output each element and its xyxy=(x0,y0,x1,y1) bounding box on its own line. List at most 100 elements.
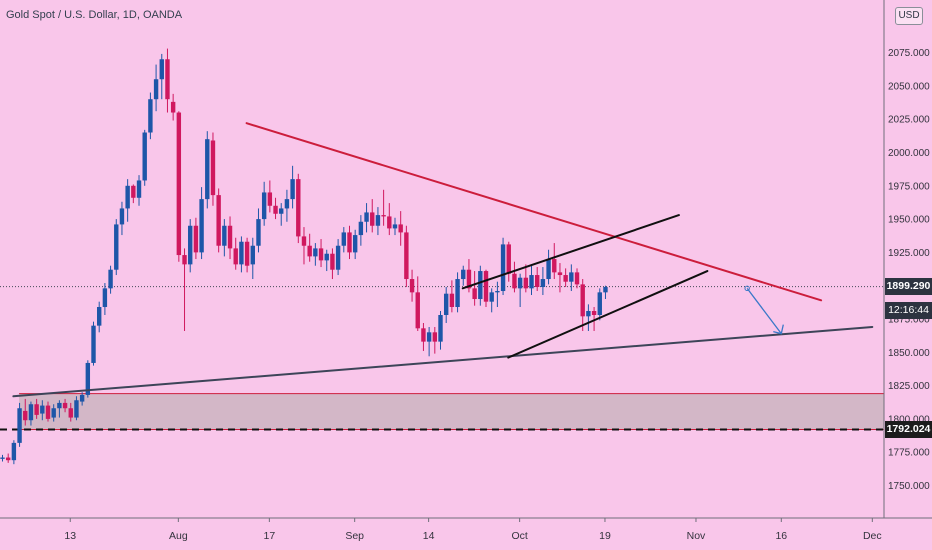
price-tick-label: 1750.000 xyxy=(888,481,930,492)
candle xyxy=(603,285,608,300)
candle-body xyxy=(153,79,159,100)
candle-body xyxy=(318,248,324,261)
candle-body xyxy=(17,408,22,443)
candle xyxy=(552,243,557,280)
candle-body xyxy=(279,208,284,214)
candle xyxy=(506,241,511,282)
candle xyxy=(284,189,290,222)
candle xyxy=(199,187,204,260)
current-price-label: 1899.290 xyxy=(885,278,932,295)
candle-body xyxy=(443,293,449,315)
candle-body xyxy=(523,277,529,289)
candle-body xyxy=(552,259,557,273)
candle-body xyxy=(188,225,193,265)
candle xyxy=(341,227,346,253)
candle-body xyxy=(233,248,238,265)
candle xyxy=(159,53,164,100)
candle-body xyxy=(290,179,295,200)
candle xyxy=(461,265,466,286)
candle xyxy=(449,280,455,313)
candle-body xyxy=(364,212,369,222)
candle-body xyxy=(603,287,608,293)
candle xyxy=(210,132,216,206)
time-tick-label: Nov xyxy=(687,530,706,542)
candle-body xyxy=(261,192,267,220)
candle-body xyxy=(500,244,506,292)
time-tick-label: 16 xyxy=(775,530,787,542)
candle xyxy=(68,402,73,422)
candle xyxy=(296,173,301,244)
candle-body xyxy=(517,277,523,289)
candle-body xyxy=(409,279,415,293)
candle xyxy=(188,219,193,273)
candle xyxy=(108,265,113,294)
time-tick-label: Oct xyxy=(511,530,527,542)
candle xyxy=(250,237,255,280)
candle xyxy=(301,227,307,265)
candle-body xyxy=(170,101,176,113)
candle-countdown-label: 12:16:44 xyxy=(885,302,932,319)
candle xyxy=(79,392,85,406)
candle-body xyxy=(182,255,187,265)
candle-body xyxy=(370,212,375,226)
candle-body xyxy=(193,225,199,253)
candle-body xyxy=(205,139,210,200)
candle-body xyxy=(45,405,51,419)
candle xyxy=(392,217,398,236)
candle-body xyxy=(165,59,170,100)
candle-body xyxy=(256,219,261,246)
candle xyxy=(290,165,295,209)
time-tick-label: 19 xyxy=(599,530,611,542)
candle xyxy=(136,175,142,206)
candle-body xyxy=(74,400,79,418)
candle-body xyxy=(244,241,250,266)
candle xyxy=(535,267,540,292)
candle-body xyxy=(136,180,142,198)
time-tick-label: 14 xyxy=(423,530,435,542)
candle xyxy=(546,249,551,285)
candle-body xyxy=(307,245,312,257)
candle-body xyxy=(222,225,227,246)
projection-arrow xyxy=(746,287,782,335)
candle-body xyxy=(5,457,11,461)
candle-body xyxy=(40,405,45,414)
candle xyxy=(489,288,494,313)
candle xyxy=(307,233,312,262)
candle xyxy=(483,269,489,308)
time-tick-label: Sep xyxy=(345,530,364,542)
candle xyxy=(478,265,483,306)
candle-body xyxy=(267,192,273,206)
price-tick-label: 1850.000 xyxy=(888,348,930,359)
channel-lower xyxy=(507,270,709,359)
candle xyxy=(358,215,364,246)
candle xyxy=(11,440,17,465)
candle xyxy=(318,239,324,268)
horizontal-levels-layer xyxy=(0,286,884,431)
candle-body xyxy=(586,311,591,317)
candle xyxy=(131,184,136,204)
candle-body xyxy=(301,236,307,246)
candle xyxy=(529,264,534,296)
price-tick-label: 1950.000 xyxy=(888,215,930,226)
candle xyxy=(347,225,352,260)
candle xyxy=(114,219,119,276)
candle-body xyxy=(341,232,346,246)
candle-body xyxy=(125,185,130,209)
candle xyxy=(512,261,517,293)
candle-body xyxy=(495,291,500,293)
candle-body xyxy=(199,199,204,253)
candle-body xyxy=(142,132,147,181)
candle-body xyxy=(375,215,381,226)
time-tick-label: 13 xyxy=(64,530,76,542)
candle xyxy=(148,92,153,140)
candle xyxy=(102,283,108,315)
candle-body xyxy=(330,253,335,270)
candle-body xyxy=(472,288,477,300)
candle-body xyxy=(512,273,517,289)
candle-body xyxy=(284,199,290,209)
currency-button[interactable]: USD xyxy=(895,7,923,25)
support-level-label: 1792.024 xyxy=(885,421,932,438)
price-tick-label: 1975.000 xyxy=(888,181,930,192)
